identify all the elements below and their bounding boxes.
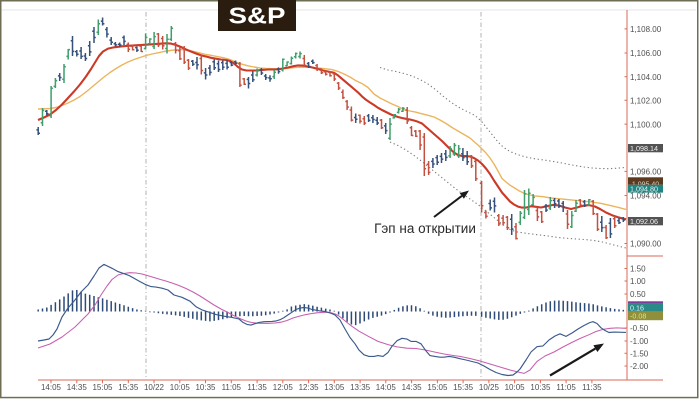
svg-text:S&P: S&P xyxy=(229,3,286,29)
svg-text:11:35: 11:35 xyxy=(247,383,267,392)
svg-text:11:05: 11:05 xyxy=(556,383,576,392)
svg-text:11:05: 11:05 xyxy=(222,383,242,392)
svg-text:1,090.00: 1,090.00 xyxy=(630,240,662,249)
svg-text:1,100.00: 1,100.00 xyxy=(630,120,662,129)
svg-text:1.00: 1.00 xyxy=(630,277,646,286)
svg-text:-1.50: -1.50 xyxy=(630,349,649,358)
svg-text:1,092.06: 1,092.06 xyxy=(630,217,658,226)
svg-text:10/22: 10/22 xyxy=(144,383,165,392)
svg-text:-0.50: -0.50 xyxy=(630,324,649,333)
svg-text:1,096.00: 1,096.00 xyxy=(630,168,662,177)
svg-text:1,094.80: 1,094.80 xyxy=(630,184,658,193)
svg-text:10/25: 10/25 xyxy=(479,383,500,392)
svg-text:15:35: 15:35 xyxy=(453,383,474,392)
svg-text:14:05: 14:05 xyxy=(41,383,62,392)
svg-text:15:35: 15:35 xyxy=(118,383,139,392)
svg-text:14:35: 14:35 xyxy=(402,383,423,392)
svg-text:1,104.00: 1,104.00 xyxy=(630,73,662,82)
svg-text:14:05: 14:05 xyxy=(376,383,397,392)
svg-text:0.16: 0.16 xyxy=(630,303,644,312)
svg-text:14:35: 14:35 xyxy=(67,383,88,392)
svg-text:-2.00: -2.00 xyxy=(630,362,649,371)
svg-text:11:35: 11:35 xyxy=(582,383,602,392)
svg-text:1.50: 1.50 xyxy=(630,265,646,274)
svg-text:10:05: 10:05 xyxy=(170,383,191,392)
svg-text:-0.08: -0.08 xyxy=(630,312,646,321)
svg-text:12:05: 12:05 xyxy=(273,383,294,392)
svg-text:13:05: 13:05 xyxy=(324,383,345,392)
svg-text:1,108.00: 1,108.00 xyxy=(630,25,662,34)
svg-text:10:35: 10:35 xyxy=(530,383,551,392)
svg-text:10:35: 10:35 xyxy=(195,383,216,392)
svg-text:15:05: 15:05 xyxy=(92,383,113,392)
svg-text:1,106.00: 1,106.00 xyxy=(630,49,662,58)
svg-text:1,098.14: 1,098.14 xyxy=(630,144,658,153)
svg-text:1,102.00: 1,102.00 xyxy=(630,97,662,106)
svg-text:-1.00: -1.00 xyxy=(630,337,649,346)
svg-text:15:05: 15:05 xyxy=(427,383,448,392)
svg-text:13:35: 13:35 xyxy=(350,383,371,392)
svg-text:12:35: 12:35 xyxy=(299,383,320,392)
svg-text:1,094.00: 1,094.00 xyxy=(630,192,662,201)
svg-text:Гэп на открытии: Гэп на открытии xyxy=(374,221,476,236)
svg-text:0.50: 0.50 xyxy=(630,290,646,299)
svg-text:10:05: 10:05 xyxy=(505,383,526,392)
